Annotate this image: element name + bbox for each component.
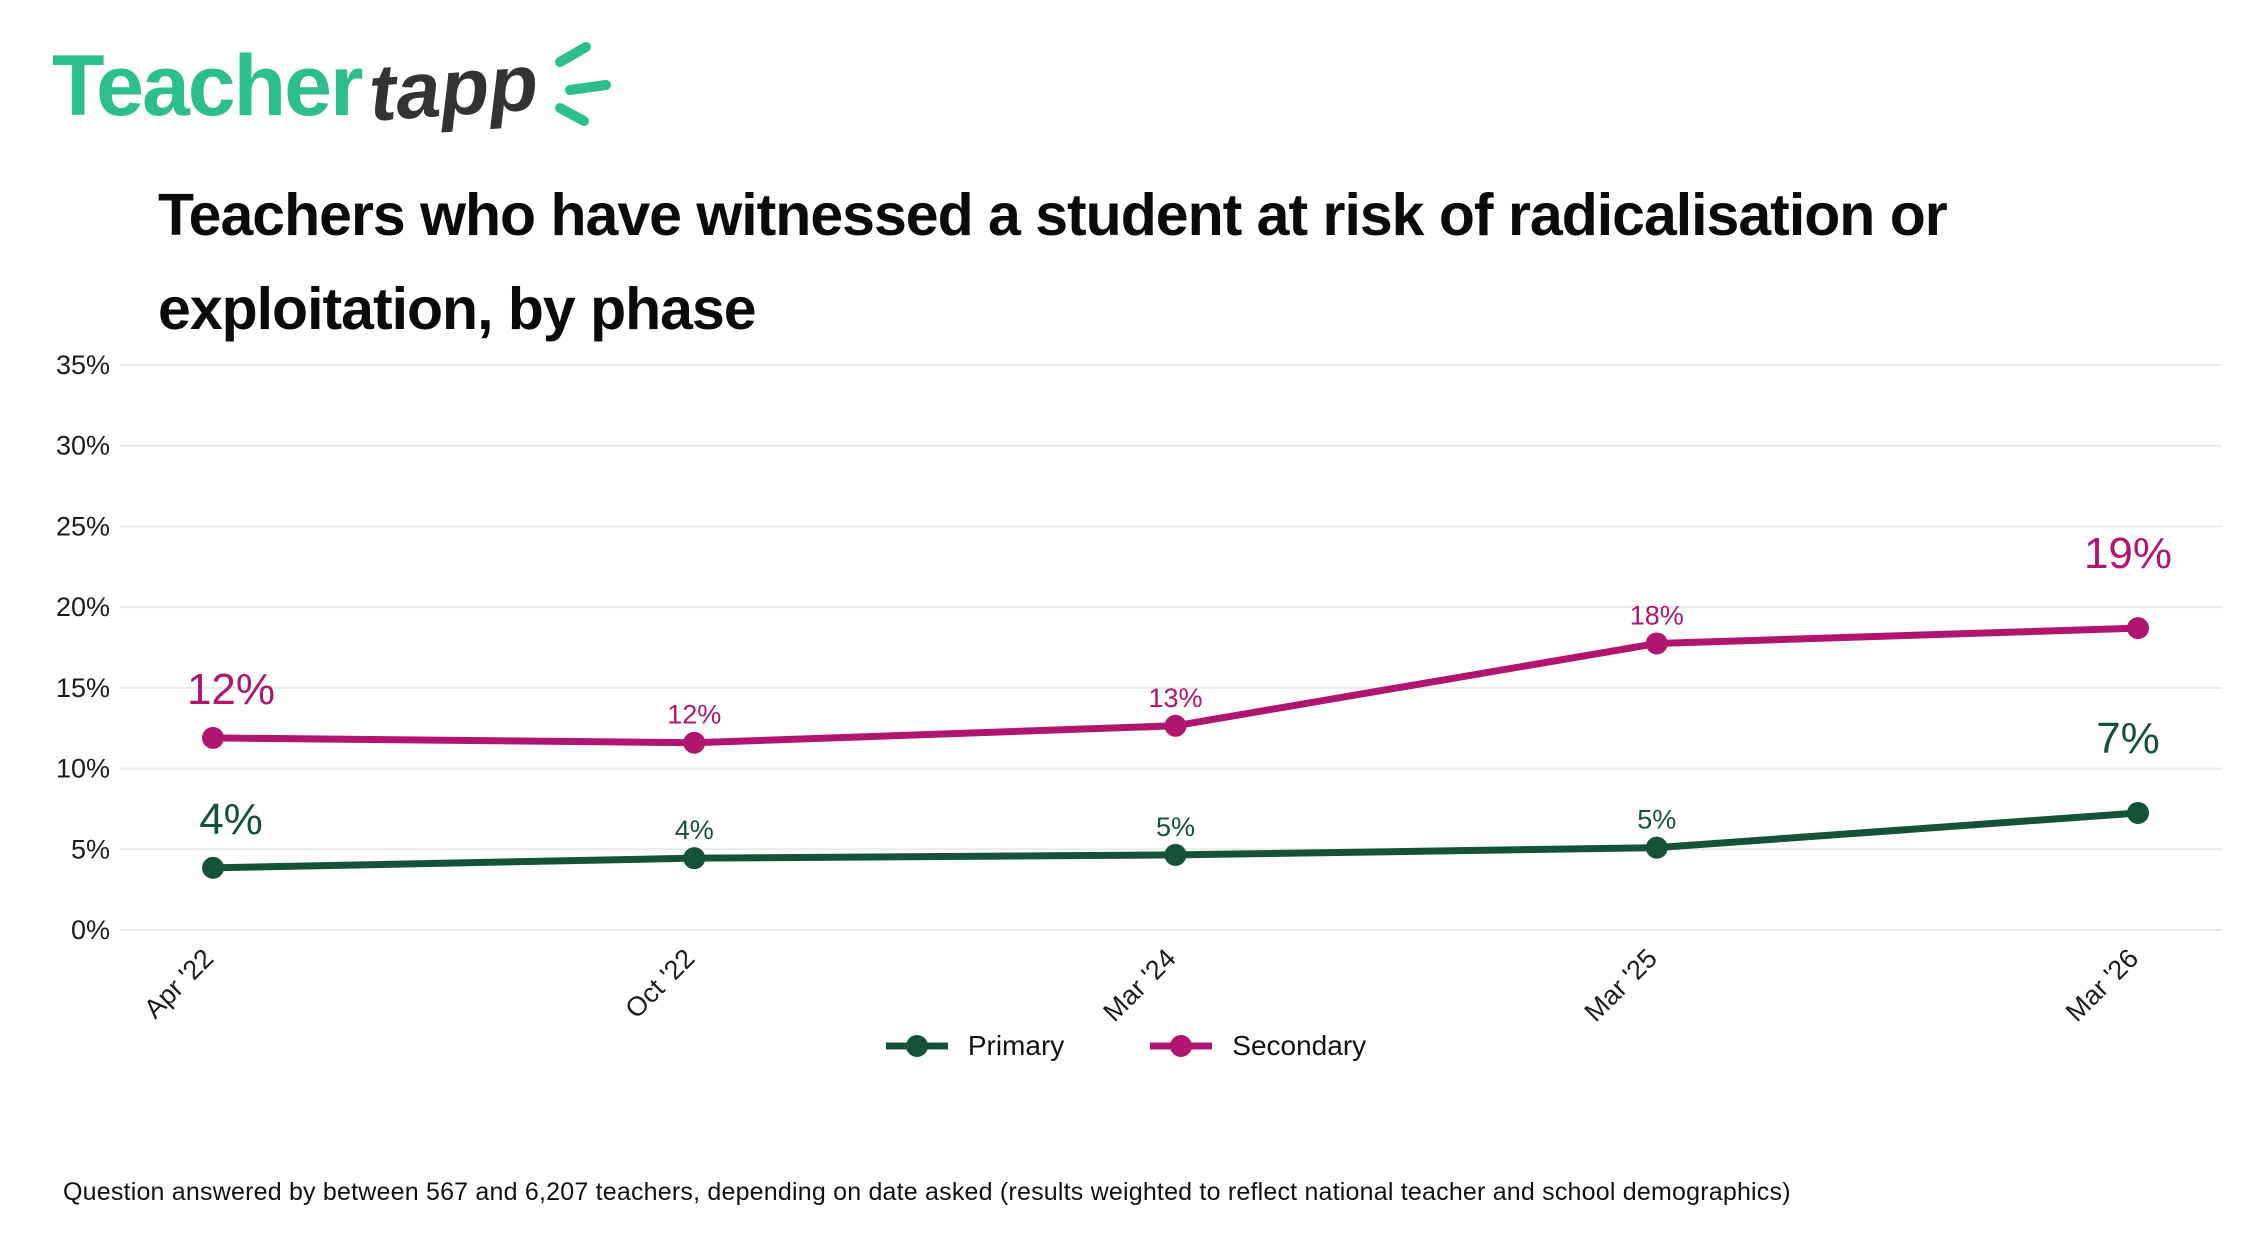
data-point-primary [2127, 801, 2149, 824]
data-point-secondary [2127, 617, 2149, 640]
x-tick-label: Mar '26 [2060, 943, 2144, 1027]
page-title-line2: exploitation, by phase [158, 276, 757, 342]
y-tick-label: 0% [71, 915, 110, 945]
data-point-label-primary: 4% [199, 795, 263, 844]
data-point-secondary [1645, 632, 1668, 655]
x-tick-label: Apr '22 [138, 943, 219, 1024]
x-tick-label: Mar '25 [1579, 943, 1663, 1027]
primary-line-marker-icon [885, 1035, 948, 1057]
y-tick-label: 5% [71, 834, 110, 864]
sparkle-icon [555, 42, 612, 126]
data-point-secondary [1164, 714, 1187, 737]
data-point-primary [202, 856, 224, 879]
teachertapp-logo: Teacher tapp [52, 26, 620, 150]
y-tick-label: 20% [56, 592, 110, 622]
y-tick-label: 10% [56, 754, 110, 784]
y-tick-label: 25% [56, 511, 110, 541]
page-title-line1: Teachers who have witnessed a student at… [158, 182, 1948, 248]
data-point-label-secondary: 12% [667, 700, 721, 730]
chart-legend: Primary Secondary [0, 1030, 2250, 1062]
legend-label-secondary: Secondary [1232, 1030, 1367, 1061]
legend-item-primary[interactable]: Primary [884, 1030, 1064, 1062]
logo-word-teacher: Teacher [52, 38, 363, 134]
data-point-label-primary: 7% [2096, 714, 2160, 763]
secondary-line-marker-icon [1150, 1035, 1213, 1057]
y-tick-label: 15% [56, 673, 110, 703]
data-point-label-primary: 5% [1156, 812, 1195, 842]
data-point-label-secondary: 18% [1630, 600, 1684, 630]
y-tick-label: 30% [56, 431, 110, 461]
footer-note: Question answered by between 567 and 6,2… [63, 1178, 1791, 1206]
x-tick-label: Mar '24 [1097, 943, 1181, 1027]
data-point-label-primary: 4% [675, 815, 714, 845]
data-point-label-secondary: 19% [2084, 529, 2172, 578]
data-point-primary [683, 847, 706, 870]
data-point-secondary [202, 726, 224, 749]
data-point-label-secondary: 13% [1148, 683, 1202, 713]
y-tick-label: 35% [56, 350, 110, 380]
data-point-primary [1645, 836, 1668, 859]
data-point-primary [1164, 843, 1187, 866]
data-point-label-secondary: 12% [187, 665, 275, 714]
legend-label-primary: Primary [967, 1030, 1065, 1061]
data-point-label-primary: 5% [1637, 805, 1676, 835]
data-point-secondary [683, 731, 706, 754]
x-tick-label: Oct '22 [619, 943, 700, 1024]
page-title: Teachers who have witnessed a student at… [158, 168, 2018, 356]
legend-item-secondary[interactable]: Secondary [1148, 1030, 1366, 1062]
